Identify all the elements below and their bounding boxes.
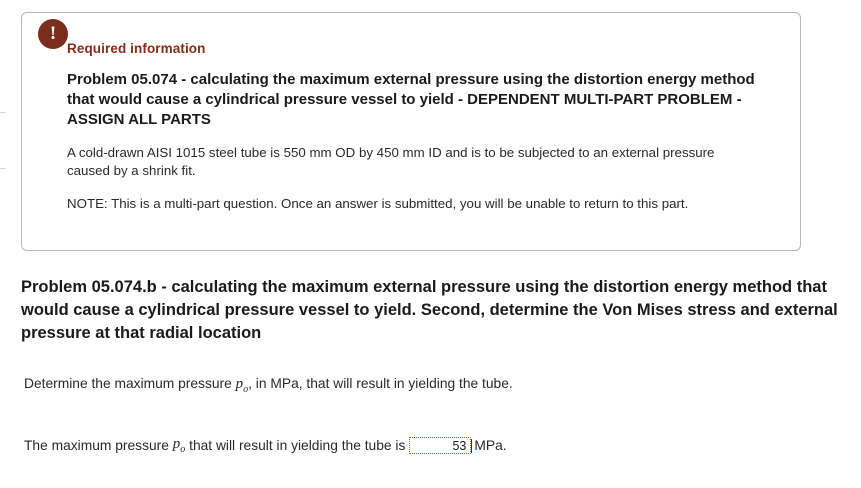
question-prompt: Determine the maximum pressure po, in MP…: [24, 376, 513, 395]
answer-mid-text: that will result in yielding the tube is: [189, 438, 406, 453]
question-prompt-after: , in MPa, that will result in yielding t…: [248, 376, 513, 391]
required-information-label: Required information: [67, 41, 206, 56]
page-edge-marks: [0, 0, 8, 488]
answer-prefix: The maximum pressure: [24, 438, 169, 453]
required-information-callout: ! Required information Problem 05.074 - …: [21, 12, 801, 251]
pressure-symbol: po: [235, 376, 249, 395]
answer-units: MPa.: [474, 438, 507, 453]
question-prompt-before: Determine the maximum pressure: [24, 376, 232, 391]
problem-note-text: NOTE: This is a multi-part question. Onc…: [67, 196, 689, 211]
problem-body-text: A cold-drawn AISI 1015 steel tube is 550…: [67, 145, 715, 178]
subproblem-heading: Problem 05.074.b - calculating the maxim…: [21, 278, 838, 342]
problem-title: Problem 05.074 - calculating the maximum…: [67, 71, 755, 128]
exclamation-icon: !: [38, 19, 68, 49]
answer-input[interactable]: 53: [409, 437, 473, 454]
answer-line: The maximum pressure po that will result…: [24, 436, 507, 455]
pressure-symbol-answer: po: [172, 436, 186, 455]
